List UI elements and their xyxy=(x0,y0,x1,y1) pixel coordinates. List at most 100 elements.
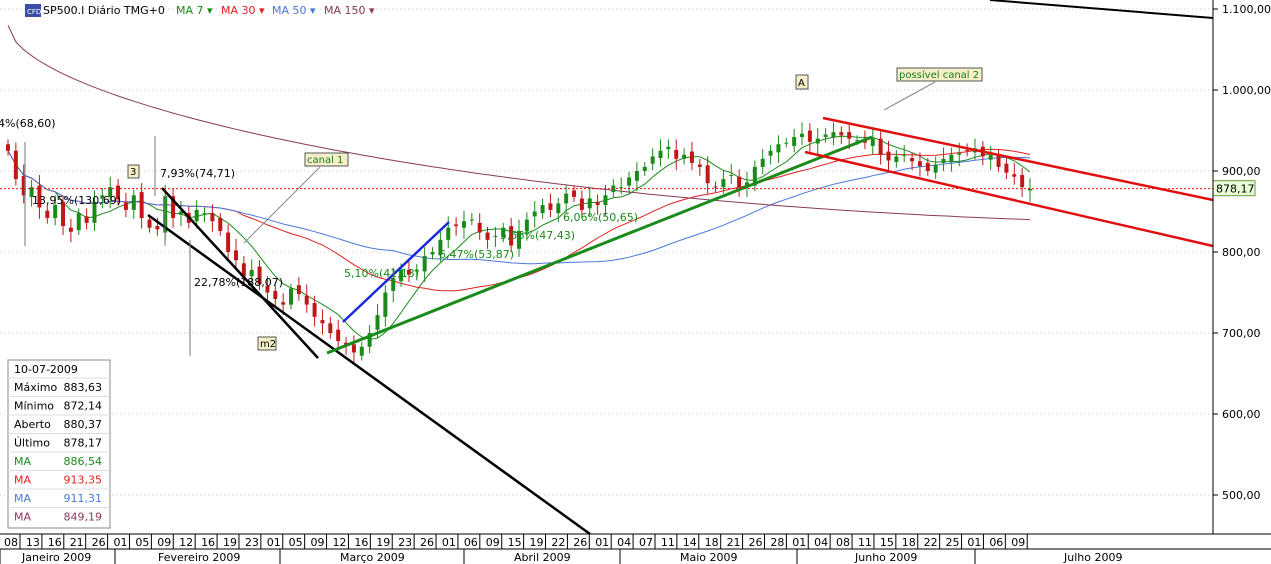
candle-body xyxy=(752,166,757,186)
candle-body xyxy=(296,285,301,295)
info-row-label: Máximo xyxy=(14,381,58,394)
candle-body xyxy=(461,221,466,228)
x-day-label: 18 xyxy=(705,536,719,549)
percent-annotation: 13,95%(130,69) xyxy=(32,194,121,207)
canal-1-pointer xyxy=(243,166,321,244)
x-day-label: 09 xyxy=(157,536,171,549)
x-day-label: 01 xyxy=(792,536,806,549)
candle-body xyxy=(917,161,922,167)
candle-body xyxy=(477,222,482,233)
x-day-label: 01 xyxy=(267,536,281,549)
candle-body xyxy=(84,216,89,223)
x-month-label: Março 2009 xyxy=(340,551,405,564)
candle-body xyxy=(1020,175,1025,188)
candle-body xyxy=(375,315,380,330)
candlestick-series xyxy=(6,122,1032,363)
candle-body xyxy=(894,156,899,163)
x-day-label: 12 xyxy=(332,536,346,549)
candle-body xyxy=(689,151,694,163)
y-tick-label: 500,00 xyxy=(1222,489,1261,502)
x-day-label: 05 xyxy=(289,536,303,549)
ma-button[interactable]: MA 50 ▾ xyxy=(272,4,316,17)
candle-body xyxy=(155,226,160,230)
candle-body xyxy=(784,142,789,144)
candle-body xyxy=(273,290,278,299)
candle-body xyxy=(320,320,325,324)
ma-button[interactable]: MA 7 ▾ xyxy=(176,4,213,17)
x-day-label: 26 xyxy=(748,536,762,549)
x-month-label: Fevereiro 2009 xyxy=(158,551,240,564)
x-month-label: Abril 2009 xyxy=(514,551,571,564)
candle-body xyxy=(965,149,970,151)
candle-body xyxy=(619,187,624,189)
candle-body xyxy=(792,136,797,146)
candle-body xyxy=(469,219,474,221)
candle-body xyxy=(548,203,553,210)
candle-body xyxy=(579,198,584,210)
candle-body xyxy=(823,134,828,137)
x-day-label: 06 xyxy=(989,536,1003,549)
candle-body xyxy=(454,224,459,227)
candle-body xyxy=(123,202,128,210)
info-date: 10-07-2009 xyxy=(14,363,78,376)
candle-body xyxy=(855,140,860,142)
y-tick-label: 1.000,00 xyxy=(1222,84,1271,97)
candle-body xyxy=(336,329,341,342)
x-day-label: 05 xyxy=(135,536,149,549)
symbol-title[interactable]: SP500.I Diário TMG+0 xyxy=(43,4,165,17)
x-month-label: Junho 2009 xyxy=(854,551,917,564)
candle-body xyxy=(886,151,891,161)
cfd-icon-label: CFD xyxy=(27,8,41,16)
candle-body xyxy=(178,211,183,215)
candle-body xyxy=(131,195,136,210)
candle-body xyxy=(524,219,529,231)
x-day-label: 16 xyxy=(48,536,62,549)
info-row-value: 849,19 xyxy=(64,511,103,524)
candle-body xyxy=(721,179,726,188)
candle-body xyxy=(45,210,50,218)
x-day-label: 09 xyxy=(1011,536,1025,549)
candle-body xyxy=(910,158,915,162)
candle-body xyxy=(485,232,490,240)
candle-body xyxy=(438,239,443,256)
x-day-label: 09 xyxy=(486,536,500,549)
y-tick-label: 600,00 xyxy=(1222,408,1261,421)
candle-body xyxy=(517,230,521,249)
info-row-label: MA xyxy=(14,492,31,505)
x-day-label: 11 xyxy=(661,536,675,549)
ma-button[interactable]: MA 150 ▾ xyxy=(324,4,375,17)
x-day-label: 15 xyxy=(880,536,894,549)
candle-body xyxy=(249,269,254,277)
x-day-label: 09 xyxy=(311,536,325,549)
percent-annotation: 5,10%(41,13) xyxy=(344,267,419,280)
percent-annotation: 6,06%(50,65) xyxy=(563,211,638,224)
candle-body xyxy=(100,195,105,199)
x-day-label: 18 xyxy=(902,536,916,549)
candle-body xyxy=(744,182,749,186)
x-day-label: 23 xyxy=(245,536,259,549)
x-day-label: 16 xyxy=(354,536,368,549)
candle-body xyxy=(603,195,608,206)
chart-annotations: 4%(68,60) 13,95%(130,69) 7,93%(74,71) 22,78… xyxy=(0,67,983,356)
candle-body xyxy=(760,158,765,167)
info-row-label: MA xyxy=(14,474,31,487)
ma-button[interactable]: MA 30 ▾ xyxy=(221,4,265,17)
x-day-label: 23 xyxy=(398,536,412,549)
info-row-value: 913,35 xyxy=(64,474,103,487)
x-day-label: 01 xyxy=(442,536,456,549)
info-row-value: 878,17 xyxy=(64,437,103,450)
candle-body xyxy=(218,217,223,231)
candle-body xyxy=(139,192,144,218)
info-row-label: Aberto xyxy=(14,418,51,431)
candle-body xyxy=(21,175,26,196)
candle-body xyxy=(587,198,592,209)
x-day-label: 14 xyxy=(683,536,697,549)
candle-body xyxy=(76,213,81,231)
percent-annotation: 22,78%(188,07) xyxy=(194,276,283,289)
candle-body xyxy=(878,138,883,155)
x-day-label: 26 xyxy=(92,536,106,549)
candle-body xyxy=(328,323,333,333)
candle-body xyxy=(737,176,742,188)
candle-body xyxy=(406,269,411,275)
y-tick-label: 700,00 xyxy=(1222,327,1261,340)
